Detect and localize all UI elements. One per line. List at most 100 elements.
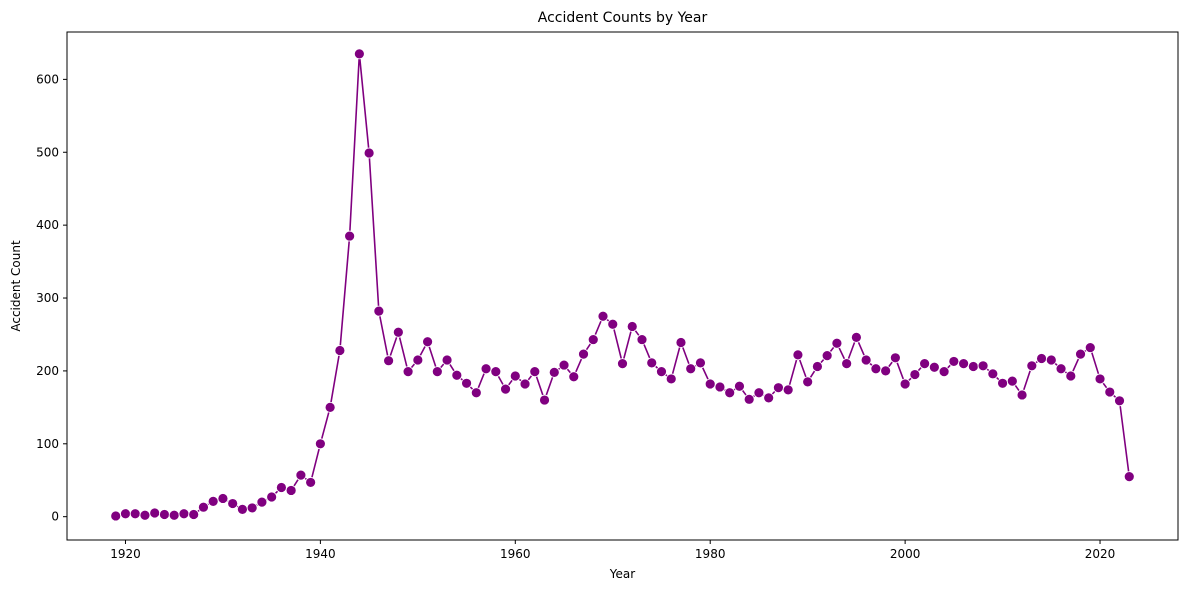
x-tick-label: 1940 [305,547,336,561]
data-point [1094,373,1106,385]
data-point [695,357,706,369]
data-point [734,380,745,392]
data-point [899,378,911,390]
data-point [334,345,346,356]
data-point [1045,354,1057,366]
x-tick-label: 1980 [695,547,726,561]
data-point [958,358,969,370]
data-point [743,393,755,405]
data-point [704,378,716,390]
data-point [821,350,833,362]
data-point [646,357,658,369]
data-point [198,501,209,513]
data-point [802,376,814,388]
data-point [266,491,278,503]
data-point [714,381,726,393]
data-point [383,355,395,367]
data-point [129,508,141,520]
data-point [773,382,784,394]
data-point [295,469,307,481]
x-tick-label: 2020 [1085,547,1116,561]
data-point [324,401,336,413]
data-point [529,366,541,378]
data-point [490,366,502,378]
data-point [977,360,989,372]
data-point [967,361,979,372]
data-point [1016,389,1028,401]
data-point [870,363,882,375]
data-point [889,352,901,364]
data-point [412,354,424,366]
data-point [168,509,180,521]
data-point [217,493,229,504]
chart-title: Accident Counts by Year [538,10,708,26]
data-point [587,334,599,345]
axes-frame [66,31,1179,541]
data-point [539,394,550,406]
data-point [1114,395,1125,407]
data-point [314,438,326,450]
data-point [227,498,239,509]
data-point [782,384,794,396]
data-point [909,369,921,380]
data-point [1026,360,1038,372]
y-tick-label: 0 [51,510,59,524]
data-point [1055,363,1067,375]
data-point [617,358,628,370]
data-point [948,356,960,367]
data-point [675,337,687,348]
data-point [831,337,843,349]
y-axis-ticks: 0 100 200 300 400 500 600 [36,72,67,524]
data-point [139,509,151,521]
data-point [919,358,931,370]
x-tick-label: 1920 [110,547,141,561]
data-point [997,377,1008,389]
data-point [1123,471,1135,482]
data-point [812,361,823,372]
x-tick-label: 2000 [890,547,921,561]
x-tick-label: 1960 [500,547,531,561]
data-point [344,230,356,242]
data-point [987,368,999,380]
data-point [422,336,433,348]
data-point [509,370,521,382]
data-point [763,392,775,404]
y-tick-label: 600 [36,72,59,86]
data-point [607,318,619,330]
data-point [353,48,365,60]
data-point [256,496,268,508]
data-point [178,508,190,520]
data-point [120,508,131,520]
data-point [1006,375,1018,387]
data-point [1075,348,1086,360]
data-point [1036,353,1047,364]
x-axis-ticks: 1920 1940 1960 1980 2000 2020 [110,540,1115,561]
data-point [568,371,580,383]
data-point [149,507,161,519]
x-axis-title: Year [609,567,635,581]
data-point [159,509,170,520]
data-point [1104,386,1116,398]
series-line [115,53,1131,517]
y-tick-label: 500 [36,145,59,159]
plot-area [110,48,1135,522]
data-point [363,147,375,159]
data-point [792,349,804,361]
data-point [597,310,609,322]
data-point [480,363,492,375]
data-point [519,378,531,390]
y-tick-label: 400 [36,218,59,232]
data-point [656,366,667,378]
data-point [685,363,697,375]
data-point [850,331,862,343]
data-point [578,348,589,360]
data-point [665,373,677,385]
data-point [110,510,122,522]
data-point [305,477,317,488]
data-point [928,361,940,373]
data-point [441,354,453,366]
y-tick-label: 200 [36,364,59,378]
data-point [276,482,287,493]
data-point [402,366,414,378]
data-point [626,321,638,332]
